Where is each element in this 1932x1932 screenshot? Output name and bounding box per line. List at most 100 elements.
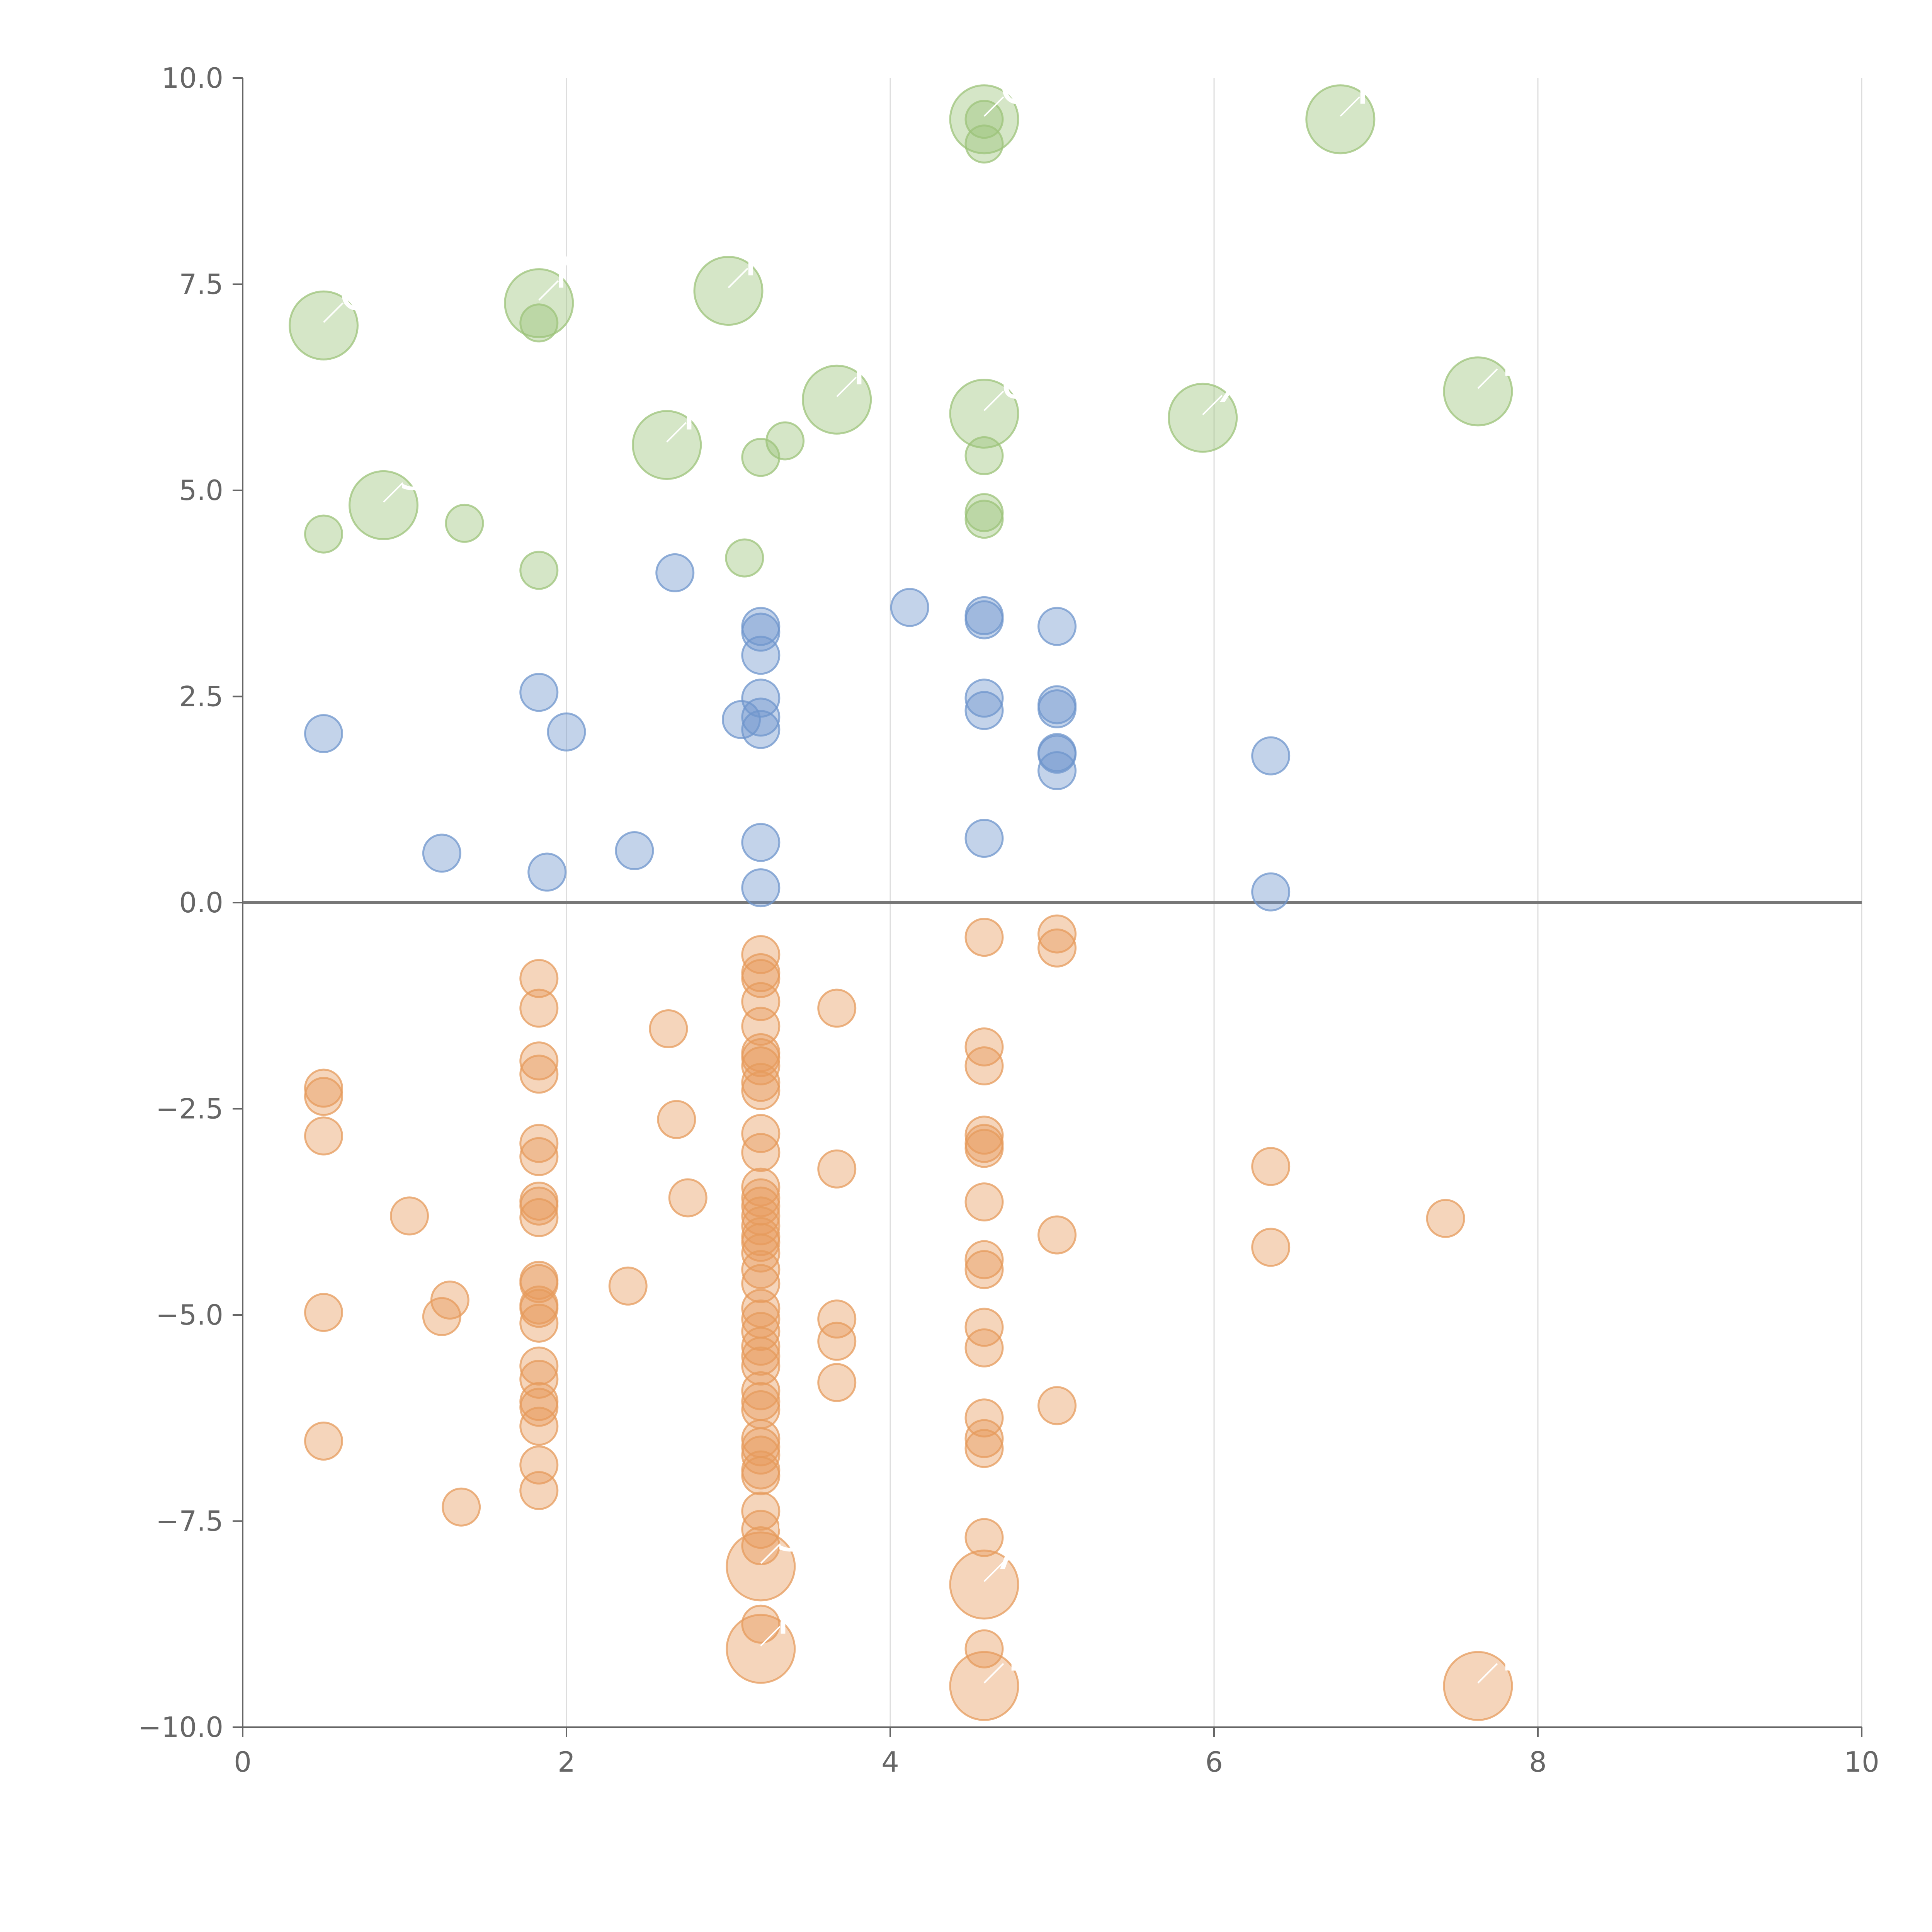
x-tick-label: 2	[558, 1746, 575, 1778]
x-tick-label: 8	[1529, 1746, 1547, 1778]
green-point	[964, 500, 1004, 539]
orange-point	[1037, 1386, 1077, 1425]
point-label: N	[554, 245, 589, 299]
blue-point	[741, 697, 781, 737]
blue-point	[547, 712, 586, 752]
orange-point	[519, 1124, 559, 1163]
orange-point	[519, 1137, 559, 1176]
orange-point	[519, 1346, 559, 1386]
orange-point	[964, 1129, 1004, 1168]
orange-point	[741, 1604, 781, 1644]
green-point	[504, 268, 574, 338]
y-tick-label: −2.5	[156, 1093, 223, 1125]
orange-point	[430, 1281, 469, 1320]
orange-point	[442, 1487, 481, 1527]
blue-point	[741, 636, 781, 675]
green-point	[304, 514, 343, 554]
blue-point	[722, 700, 761, 739]
orange-point	[949, 1651, 1019, 1721]
orange-point	[741, 1427, 781, 1466]
orange-point	[1443, 1651, 1513, 1721]
label-leader-line	[836, 376, 857, 397]
label-leader-line	[666, 422, 687, 443]
orange-point	[964, 918, 1004, 957]
orange-point	[657, 1100, 696, 1139]
orange-point	[741, 1233, 781, 1273]
orange-point	[964, 1629, 1004, 1668]
blue-point	[1037, 607, 1077, 646]
orange-point	[304, 1293, 343, 1332]
orange-point	[608, 1266, 648, 1306]
point-label: U	[1000, 356, 1034, 410]
y-tick-label: 7.5	[179, 268, 223, 301]
orange-point	[817, 1299, 857, 1339]
blue-point	[1037, 735, 1077, 774]
label-leader-line	[1477, 1663, 1498, 1684]
green-point	[445, 503, 484, 543]
point-label: X	[1218, 360, 1250, 413]
orange-point	[817, 988, 857, 1028]
green-point	[765, 421, 805, 461]
data-points	[289, 84, 1513, 1721]
blue-point	[964, 691, 1004, 730]
orange-point	[741, 959, 781, 998]
label-leader-line	[1340, 96, 1361, 117]
y-tick-label: 2.5	[179, 680, 223, 713]
orange-point	[519, 1289, 559, 1328]
point-label: M	[1356, 61, 1396, 115]
green-point	[741, 438, 781, 477]
orange-point	[519, 1406, 559, 1446]
orange-point	[519, 1471, 559, 1510]
orange-point	[964, 1398, 1004, 1438]
blue-point	[519, 673, 559, 712]
orange-point	[741, 1133, 781, 1172]
blue-point	[741, 823, 781, 862]
orange-point	[964, 1046, 1004, 1086]
orange-point	[519, 1359, 559, 1399]
orange-point	[519, 1198, 559, 1237]
point-label: A	[1000, 1527, 1031, 1580]
blue-point	[741, 710, 781, 749]
y-tick-label: −10.0	[138, 1711, 223, 1743]
blue-point	[615, 831, 654, 871]
label-leader-line	[383, 482, 403, 503]
blue-point	[964, 679, 1004, 718]
label-leader-line	[323, 302, 344, 323]
orange-point	[741, 1526, 781, 1566]
orange-point	[741, 1510, 781, 1549]
orange-point	[304, 1422, 343, 1461]
green-point	[802, 364, 872, 435]
point-label: G	[1000, 61, 1036, 115]
orange-point	[741, 1456, 781, 1495]
label-leader-line	[760, 1626, 781, 1646]
orange-point	[964, 1429, 1004, 1468]
point-label: S	[399, 447, 429, 501]
green-point	[693, 256, 764, 326]
x-tick-label: 6	[1205, 1746, 1223, 1778]
orange-point	[817, 1149, 857, 1189]
point-label: I	[744, 233, 757, 287]
blue-point	[304, 714, 343, 753]
point-label: K	[682, 387, 714, 441]
orange-point	[949, 1549, 1019, 1620]
orange-point	[519, 1186, 559, 1226]
orange-point	[741, 1223, 781, 1262]
orange-point	[1426, 1199, 1465, 1238]
green-point	[1443, 356, 1513, 427]
orange-point	[817, 1321, 857, 1361]
green-point	[964, 124, 1004, 164]
y-tick-label: 10.0	[162, 62, 223, 94]
label-leader-line	[728, 268, 748, 288]
y-tick-label: −5.0	[156, 1299, 223, 1331]
green-point	[289, 290, 359, 361]
green-point	[349, 470, 419, 540]
orange-point	[964, 1518, 1004, 1557]
blue-point	[1037, 689, 1077, 729]
point-label: Y	[999, 1628, 1028, 1682]
orange-point	[1251, 1228, 1291, 1267]
blue-point	[1037, 751, 1077, 791]
blue-point	[655, 553, 695, 592]
blue-point	[741, 612, 781, 652]
label-leader-line	[983, 96, 1004, 117]
